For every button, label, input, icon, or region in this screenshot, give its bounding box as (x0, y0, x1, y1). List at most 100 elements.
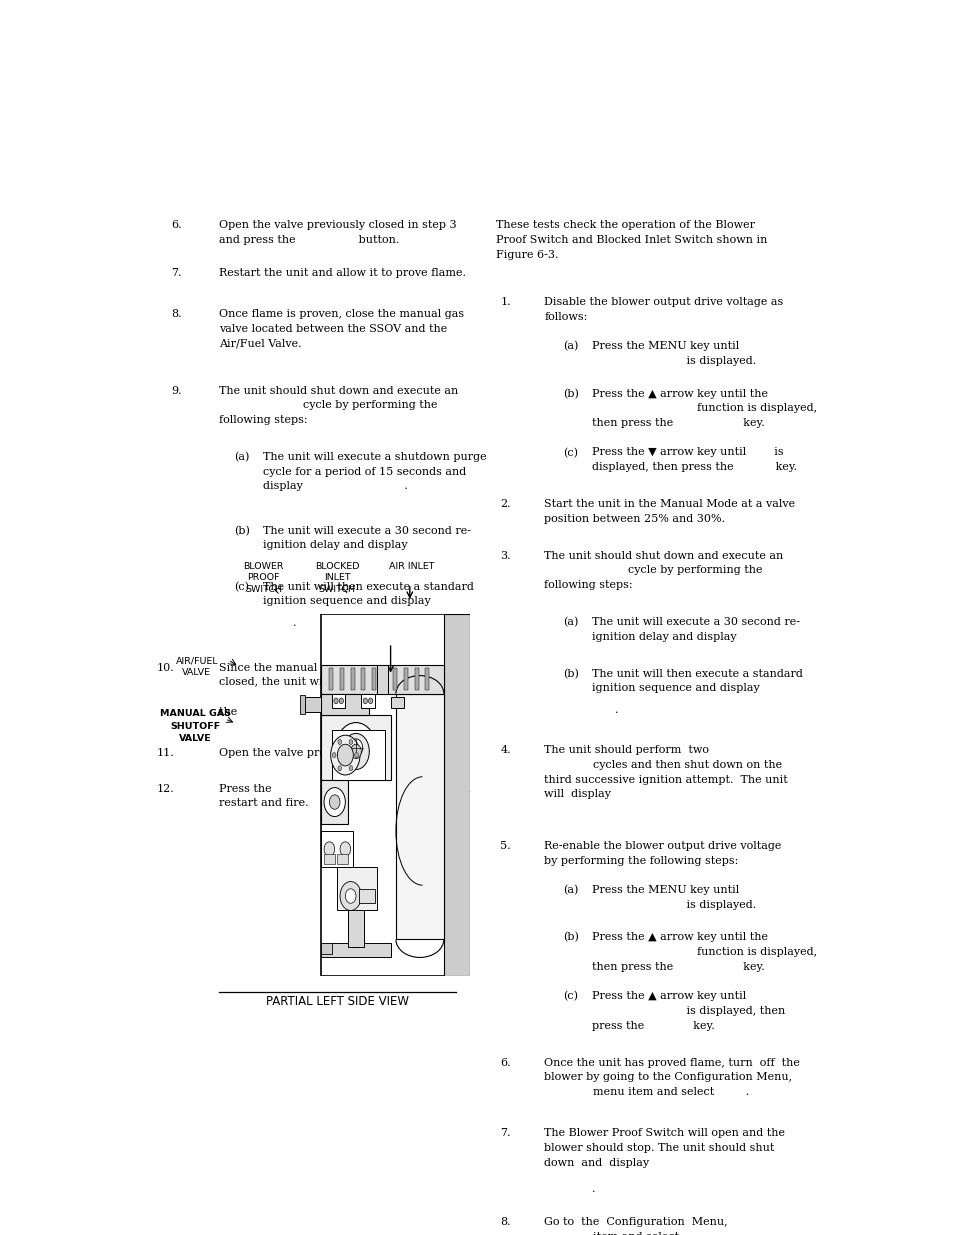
Text: Press the MENU key until: Press the MENU key until (592, 885, 739, 895)
Text: ignition sequence and display: ignition sequence and display (592, 683, 760, 693)
Text: 1.: 1. (500, 298, 511, 308)
Text: (a): (a) (562, 341, 578, 352)
Text: The unit will execute a 30 second re-: The unit will execute a 30 second re- (263, 526, 471, 536)
Text: 7.: 7. (500, 1129, 511, 1139)
Text: (a): (a) (233, 452, 249, 462)
Text: Start the unit in the Manual Mode at a valve: Start the unit in the Manual Mode at a v… (544, 499, 795, 509)
Text: .: . (293, 619, 296, 629)
Text: press the              key.: press the key. (592, 1021, 715, 1031)
Text: following steps:: following steps: (544, 580, 633, 590)
Text: 11.: 11. (157, 748, 174, 758)
Text: The unit will execute a shutdown purge: The unit will execute a shutdown purge (263, 452, 487, 462)
Text: SWITCH: SWITCH (245, 584, 282, 594)
Text: 7.: 7. (172, 268, 182, 278)
Text: closed, the unit will shut down and display: closed, the unit will shut down and disp… (219, 678, 459, 688)
Text: Once the unit has proved flame, turn  off  the: Once the unit has proved flame, turn off… (544, 1057, 800, 1068)
Text: 8.: 8. (172, 309, 182, 319)
Text: blower should stop. The unit should shut: blower should stop. The unit should shut (544, 1144, 774, 1153)
Text: SHUTOFF: SHUTOFF (170, 721, 220, 731)
Text: Press the ▲ arrow key until the: Press the ▲ arrow key until the (592, 389, 767, 399)
Text: The unit will then execute a standard: The unit will then execute a standard (263, 582, 474, 592)
Text: (b): (b) (562, 668, 578, 679)
Text: follows:: follows: (544, 312, 587, 322)
Text: Figure 6-3.: Figure 6-3. (496, 249, 558, 259)
Text: Press the ▲ arrow key until: Press the ▲ arrow key until (592, 992, 746, 1002)
Text: by performing the following steps:: by performing the following steps: (544, 856, 738, 866)
Text: following: following (219, 692, 442, 703)
Text: function is displayed,: function is displayed, (592, 404, 817, 414)
Text: VALVE: VALVE (179, 734, 212, 743)
Text: item and select              .: item and select . (544, 1231, 731, 1235)
Text: PROOF: PROOF (247, 573, 279, 582)
Text: The unit will then execute a standard: The unit will then execute a standard (592, 668, 802, 678)
Text: (c): (c) (562, 447, 578, 458)
Text: VALVE: VALVE (182, 668, 212, 677)
Text: cycle by performing the: cycle by performing the (219, 400, 437, 410)
Text: Restart the unit and allow it to prove flame.: Restart the unit and allow it to prove f… (219, 268, 466, 278)
Text: The unit should perform  two: The unit should perform two (544, 745, 709, 756)
Text: position between 25% and 30%.: position between 25% and 30%. (544, 514, 724, 524)
Text: Air/Fuel Valve.: Air/Fuel Valve. (219, 338, 301, 348)
Text: will  display: will display (544, 789, 611, 799)
Text: Press the ▲ arrow key until the: Press the ▲ arrow key until the (592, 932, 767, 942)
Text: 12.: 12. (157, 783, 174, 794)
Text: (a): (a) (562, 885, 578, 895)
Text: ignition sequence and display: ignition sequence and display (263, 597, 431, 606)
Text: The unit should shut down and execute an: The unit should shut down and execute an (219, 385, 457, 395)
Text: .: . (592, 1184, 596, 1194)
Text: then press the                    key.: then press the key. (592, 417, 764, 429)
Text: 3.: 3. (500, 551, 511, 561)
Text: 6.: 6. (172, 221, 182, 231)
Text: BLOWER: BLOWER (243, 562, 283, 571)
Text: Press the                  button.  The unit should: Press the button. The unit should (219, 783, 470, 794)
Text: PARTIAL LEFT SIDE VIEW: PARTIAL LEFT SIDE VIEW (266, 994, 409, 1008)
Text: Once flame is proven, close the manual gas: Once flame is proven, close the manual g… (219, 309, 464, 319)
Text: MANUAL GAS: MANUAL GAS (160, 709, 231, 719)
Text: display                             .: display . (263, 482, 408, 492)
Text: Re-enable the blower output drive voltage: Re-enable the blower output drive voltag… (544, 841, 781, 851)
Text: Press the MENU key until: Press the MENU key until (592, 341, 739, 351)
Text: cycle by performing the: cycle by performing the (544, 566, 762, 576)
Text: function is displayed,: function is displayed, (592, 947, 817, 957)
Text: (b): (b) (562, 389, 578, 399)
Text: menu item and select         .: menu item and select . (544, 1087, 749, 1097)
Text: (c): (c) (233, 582, 249, 592)
Text: 2.: 2. (500, 499, 511, 509)
Text: The unit should shut down and execute an: The unit should shut down and execute an (544, 551, 782, 561)
Text: the                             cycle.: the cycle. (219, 706, 371, 716)
Text: then press the                    key.: then press the key. (592, 962, 764, 972)
Text: cycle for a period of 15 seconds and: cycle for a period of 15 seconds and (263, 467, 466, 477)
Text: The Blower Proof Switch will open and the: The Blower Proof Switch will open and th… (544, 1129, 784, 1139)
Text: AIR/FUEL: AIR/FUEL (175, 657, 218, 666)
Text: ignition delay and display: ignition delay and display (592, 632, 737, 642)
Text: 6.: 6. (500, 1057, 511, 1068)
Text: 4.: 4. (500, 745, 511, 756)
Text: Open the valve previously closed in step 3: Open the valve previously closed in step… (219, 221, 456, 231)
Text: following steps:: following steps: (219, 415, 308, 425)
Text: down  and  display: down and display (544, 1158, 649, 1168)
Text: (c): (c) (562, 992, 578, 1002)
Text: Disable the blower output drive voltage as: Disable the blower output drive voltage … (544, 298, 782, 308)
Text: 9.: 9. (172, 385, 182, 395)
Text: third successive ignition attempt.  The unit: third successive ignition attempt. The u… (544, 774, 787, 784)
Text: BLOCKED: BLOCKED (314, 562, 359, 571)
Text: (b): (b) (233, 526, 250, 536)
Text: Since the manual gas shutoff valve is still: Since the manual gas shutoff valve is st… (219, 663, 453, 673)
Text: cycles and then shut down on the: cycles and then shut down on the (544, 760, 781, 769)
Text: 10.: 10. (157, 663, 174, 673)
Text: The unit will execute a 30 second re-: The unit will execute a 30 second re- (592, 618, 800, 627)
Text: INLET: INLET (324, 573, 351, 582)
Text: restart and fire.: restart and fire. (219, 798, 309, 808)
Text: (b): (b) (562, 932, 578, 942)
Text: valve located between the SSOV and the: valve located between the SSOV and the (219, 324, 447, 333)
Text: SWITCH: SWITCH (318, 584, 355, 594)
Text: (a): (a) (562, 618, 578, 627)
Text: .: . (614, 705, 618, 715)
Text: blower by going to the Configuration Menu,: blower by going to the Configuration Men… (544, 1072, 792, 1082)
Text: Go to  the  Configuration  Menu,: Go to the Configuration Menu, (544, 1216, 727, 1226)
Text: These tests check the operation of the Blower: These tests check the operation of the B… (496, 221, 755, 231)
Text: is displayed.: is displayed. (592, 900, 756, 910)
Text: 8.: 8. (500, 1216, 511, 1226)
Text: ignition delay and display: ignition delay and display (263, 541, 408, 551)
Text: displayed, then press the            key.: displayed, then press the key. (592, 462, 797, 472)
